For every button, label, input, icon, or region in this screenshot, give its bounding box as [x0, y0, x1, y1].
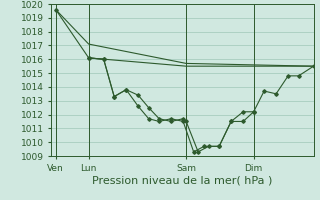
X-axis label: Pression niveau de la mer( hPa ): Pression niveau de la mer( hPa )	[92, 175, 273, 185]
